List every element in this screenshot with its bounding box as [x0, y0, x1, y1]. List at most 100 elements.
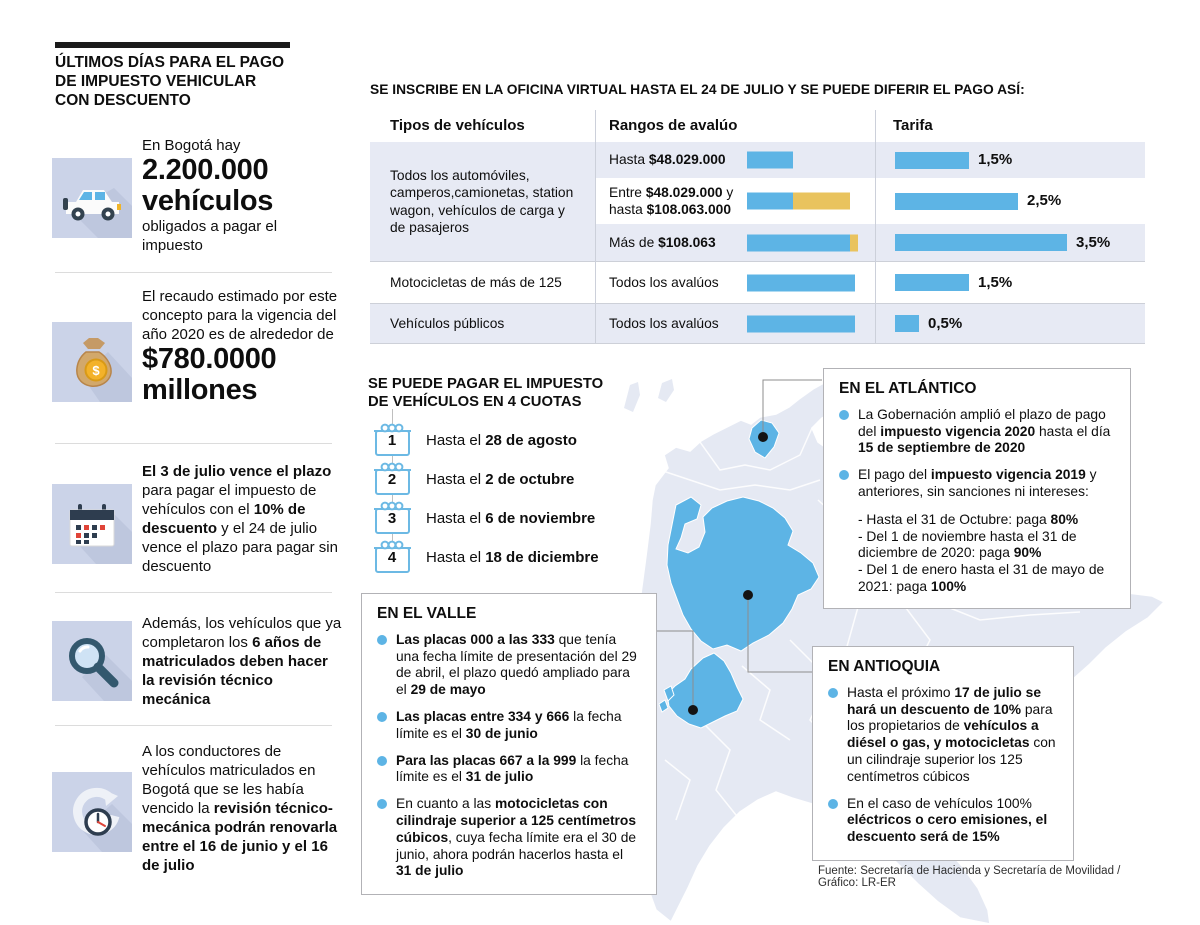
map-connectors	[657, 379, 822, 710]
divider	[55, 272, 332, 273]
map-dot-atlantico	[758, 432, 768, 442]
cuota-item-2: 2 Hasta el 2 de octubre	[368, 460, 574, 498]
bullet-item: La Gobernación amplió el plazo de pago d…	[839, 407, 1115, 457]
row-divider	[370, 303, 1145, 304]
spiral-calendar-icon: 1	[368, 421, 416, 459]
table-cell-tipo-group: Todos los automóviles, camperos,camionet…	[370, 142, 595, 261]
column-header-tipos: Tipos de vehículos	[390, 117, 525, 134]
bullet-dot-icon	[377, 634, 387, 645]
map-dots	[688, 432, 768, 715]
column-divider	[875, 110, 876, 343]
spiral-calendar-icon: 3	[368, 499, 416, 537]
bullet-item: En el caso de vehículos 100% eléctricos …	[828, 796, 1058, 846]
tarifa-bar	[895, 315, 919, 332]
table-cell-rango: Todos los avalúos	[595, 262, 875, 303]
table-cell-tarifa: 3,5%	[875, 224, 1145, 261]
cuota-item-4: 4 Hasta el 18 de diciembre	[368, 538, 599, 576]
payment-schedule: - Hasta el 31 de Octubre: paga 80% - Del…	[858, 511, 1105, 594]
tarifa-value: 3,5%	[1076, 233, 1111, 251]
avaluo-range-bar	[747, 274, 855, 291]
cuota-item-3: 3 Hasta el 6 de noviembre	[368, 499, 595, 537]
bullet-dot-icon	[377, 711, 387, 722]
table-bottom-rule	[370, 343, 1145, 344]
column-divider	[595, 110, 596, 343]
fact-inspection: Además, los vehículos que ya completaron…	[142, 615, 342, 708]
page-title: ÚLTIMOS DÍAS PARA EL PAGO DE IMPUESTO VE…	[55, 53, 315, 110]
divider	[55, 592, 332, 593]
bullet-dot-icon	[828, 798, 838, 809]
tarifa-value: 2,5%	[1027, 192, 1062, 210]
bullet-item: Hasta el próximo 17 de julio se hará un …	[828, 685, 1058, 786]
table-cell-rango: Todos los avalúos	[595, 304, 875, 343]
cuota-label: Hasta el 6 de noviembre	[426, 509, 596, 527]
row-divider	[370, 261, 1145, 262]
tarifa-bar	[895, 234, 1067, 251]
table-cell-rango: Hasta $48.029.000	[595, 142, 875, 178]
tarifa-bar	[895, 192, 1018, 210]
tarifa-bar	[895, 151, 969, 169]
callout-title: EN EL ATLÁNTICO	[839, 380, 977, 397]
avaluo-range-bar	[747, 192, 850, 210]
tarifa-value: 1,5%	[978, 273, 1013, 291]
region-valle	[658, 652, 744, 729]
region-antioquia	[666, 496, 820, 652]
page-title-line: CON DESCUENTO	[55, 92, 191, 109]
bullet-item: Para las placas 667 a la 999 la fecha lí…	[377, 753, 641, 787]
callout-antioquia: EN ANTIOQUIA Hasta el próximo 17 de juli…	[812, 646, 1074, 861]
renewal-clock-icon	[52, 772, 132, 852]
callout-title: EN ANTIOQUIA	[828, 658, 941, 675]
cuota-label: Hasta el 18 de diciembre	[426, 548, 599, 566]
callout-title: EN EL VALLE	[377, 605, 477, 622]
bullet-dot-icon	[839, 470, 849, 481]
column-header-tarifa: Tarifa	[893, 117, 933, 134]
deferral-table: Tipos de vehículos Rangos de avalúo Tari…	[370, 110, 1145, 344]
magnifier-icon	[52, 621, 132, 701]
tarifa-bar	[895, 274, 969, 291]
divider	[55, 725, 332, 726]
bullet-item: Las placas 000 a las 333 que tenía una f…	[377, 632, 641, 699]
avaluo-range-bar	[747, 315, 855, 332]
table-cell-tipo: Vehículos públicos	[370, 304, 595, 343]
cuota-label: Hasta el 2 de octubre	[426, 470, 575, 488]
suv-car-icon	[52, 158, 132, 238]
spiral-calendar-icon: 4	[368, 538, 416, 576]
map-dot-antioquia	[743, 590, 753, 600]
map-islands	[624, 379, 674, 412]
page-title-line: DE IMPUESTO VEHICULAR	[55, 73, 257, 90]
callout-atlantico: EN EL ATLÁNTICO La Gobernación amplió el…	[823, 368, 1131, 609]
fact-revenue: El recaudo estimado por este concepto pa…	[142, 288, 338, 406]
tarifa-value: 0,5%	[928, 314, 963, 332]
cuota-item-1: 1 Hasta el 28 de agosto	[368, 421, 577, 459]
cuotas-title: SE PUEDE PAGAR EL IMPUESTO DE VEHÍCULOS …	[368, 376, 604, 410]
column-header-rangos: Rangos de avalúo	[609, 117, 738, 134]
header-rule	[55, 42, 290, 48]
divider	[55, 443, 332, 444]
avaluo-range-bar	[747, 234, 858, 251]
table-title: SE INSCRIBE EN LA OFICINA VIRTUAL HASTA …	[370, 82, 1025, 97]
bullet-dot-icon	[377, 755, 387, 766]
avaluo-range-bar	[747, 151, 793, 169]
source-credit: Fuente: Secretaría de Hacienda y Secreta…	[818, 865, 1121, 889]
bullet-dot-icon	[377, 799, 387, 810]
table-cell-rango: Entre $48.029.000 y hasta $108.063.000	[595, 181, 875, 221]
tarifa-value: 1,5%	[978, 151, 1013, 169]
bullet-dot-icon	[828, 687, 838, 698]
table-cell-rango: Más de $108.063	[595, 224, 875, 261]
money-bag-icon: $	[52, 322, 132, 402]
bullet-item: En cuanto a las motocicletas con cilindr…	[377, 796, 641, 880]
table-cell-tarifa: 1,5%	[875, 262, 1145, 303]
table-cell-tipo: Motocicletas de más de 125	[390, 274, 562, 290]
bullet-item: El pago del impuesto vigencia 2019 y ant…	[839, 467, 1115, 501]
cuota-label: Hasta el 28 de agosto	[426, 431, 577, 449]
bullet-dot-icon	[839, 409, 849, 420]
page-title-line: ÚLTIMOS DÍAS PARA EL PAGO	[55, 54, 285, 71]
spiral-calendar-icon: 2	[368, 460, 416, 498]
table-cell-tarifa: 0,5%	[875, 304, 1145, 343]
fact-vehicle-count: En Bogotá hay 2.200.000 vehículos obligados…	[142, 137, 278, 254]
map-dot-valle	[688, 705, 698, 715]
calendar-icon	[52, 484, 132, 564]
table-cell-tarifa: 1,5%	[875, 142, 1145, 178]
fact-deadline: El 3 de julio vence el plazo para pagar …	[142, 463, 338, 575]
callout-valle: EN EL VALLE Las placas 000 a las 333 que…	[361, 593, 657, 896]
